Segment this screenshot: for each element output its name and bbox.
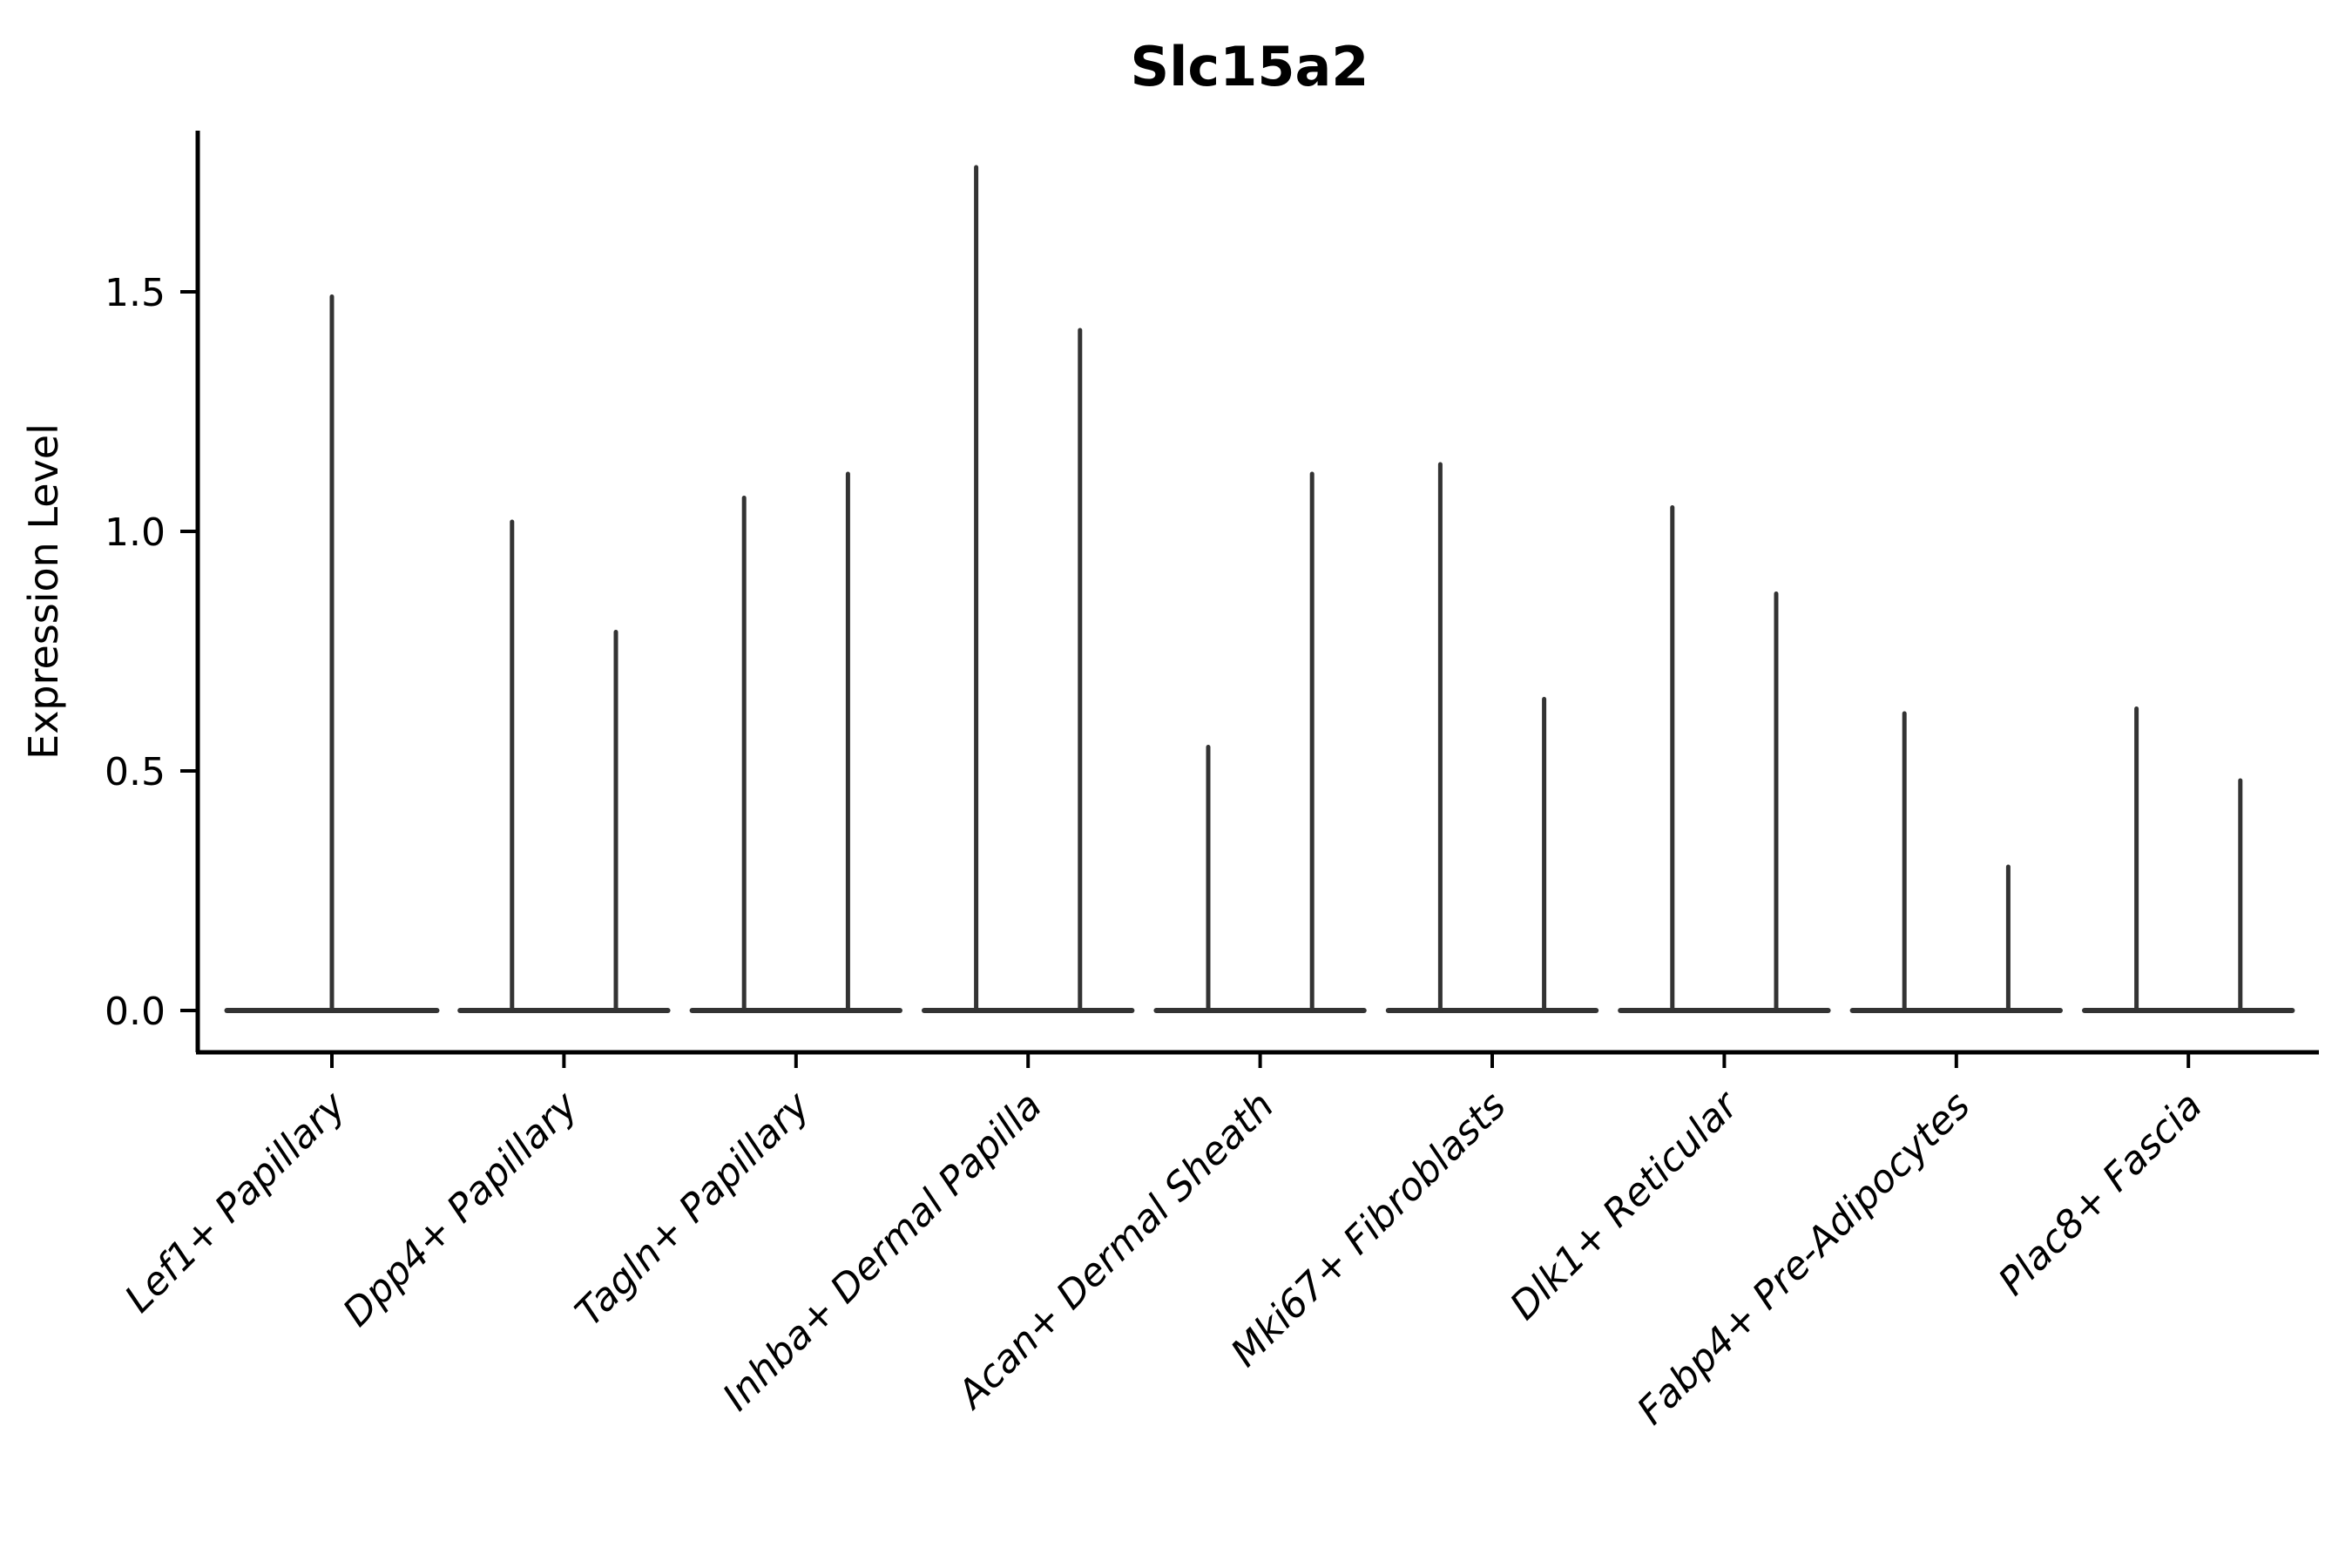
- x-tick-label: Lef1+ Papillary: [117, 1083, 355, 1321]
- y-tick-label: 0.0: [105, 990, 166, 1034]
- y-tick-label: 1.5: [105, 271, 166, 315]
- plot-title: Slc15a2: [1131, 35, 1369, 98]
- x-tick-label: Dlk1+ Reticular: [1502, 1082, 1748, 1328]
- y-tick-label: 1.0: [105, 510, 166, 555]
- y-tick-label: 0.5: [105, 750, 166, 794]
- x-tick-label: Dpp4+ Papillary: [335, 1083, 587, 1335]
- x-tick-label: Plac8+ Fascia: [1990, 1084, 2211, 1304]
- y-axis-label: Expression Level: [20, 423, 67, 760]
- x-tick-label: Tagln+ Papillary: [567, 1083, 819, 1335]
